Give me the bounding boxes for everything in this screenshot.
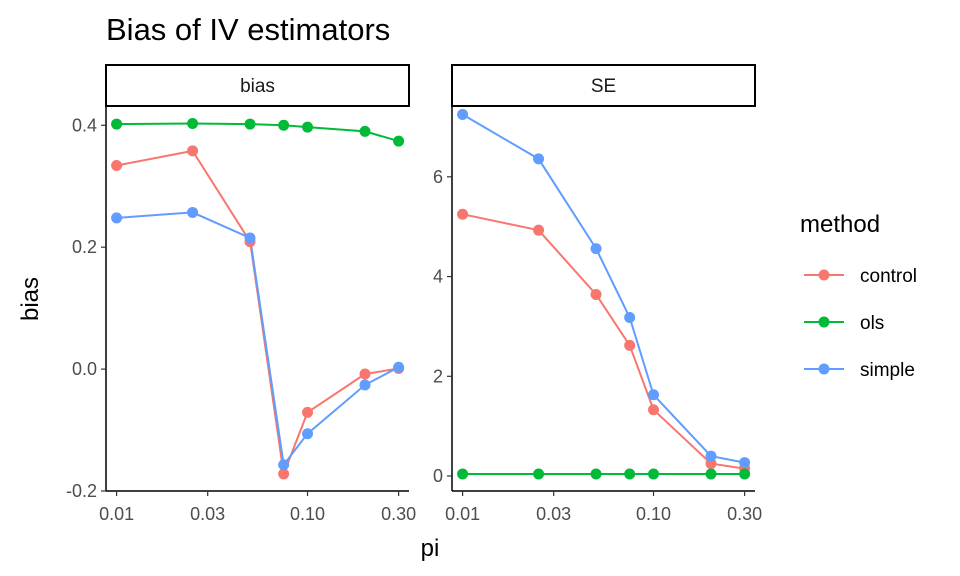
legend-items: control ols simple — [804, 266, 917, 381]
point-simple-se — [739, 457, 751, 469]
strip-bias-box — [105, 64, 410, 107]
legend-point-control — [818, 269, 830, 281]
point-ols-se — [590, 468, 602, 480]
point-simple-se — [533, 153, 545, 165]
series-line-simple-se — [462, 113, 745, 464]
point-ols-se — [457, 468, 469, 480]
point-simple-bias — [302, 428, 314, 440]
legend-label-ols: ols — [860, 313, 884, 334]
legend: method control ols simple — [800, 211, 917, 381]
y-tick-label: 0 — [433, 466, 443, 486]
marks-bias — [111, 117, 405, 480]
x-ticks-bias: 0.01 0.03 0.10 0.30 — [99, 491, 416, 524]
point-ols-bias — [244, 118, 256, 130]
marks-se — [457, 108, 751, 480]
point-ols-se — [739, 468, 751, 480]
point-simple-bias — [111, 212, 123, 224]
point-simple-se — [705, 450, 717, 462]
point-simple-se — [648, 389, 660, 401]
legend-label-simple: simple — [860, 360, 915, 381]
y-ticks-bias: -0.2 0.0 0.2 0.4 — [66, 115, 106, 501]
point-control-bias — [187, 145, 199, 157]
point-ols-bias — [359, 125, 371, 137]
point-simple-se — [624, 311, 636, 323]
x-tick-label: 0.10 — [290, 504, 325, 524]
series-line-ols-bias — [116, 122, 399, 143]
x-tick-label: 0.10 — [636, 504, 671, 524]
point-control-se — [590, 289, 602, 301]
point-ols-bias — [111, 118, 123, 130]
x-tick-label: 0.30 — [381, 504, 416, 524]
y-tick-label: 2 — [433, 366, 443, 386]
point-ols-bias — [278, 119, 290, 131]
series-line-control-se — [462, 213, 745, 470]
x-ticks-se: 0.01 0.03 0.10 0.30 — [445, 491, 762, 524]
point-control-bias — [278, 468, 290, 480]
point-ols-bias — [187, 117, 199, 129]
point-ols-bias — [302, 121, 314, 133]
y-tick-label: 4 — [433, 267, 443, 287]
x-tick-label: 0.01 — [99, 504, 134, 524]
point-simple-se — [590, 243, 602, 255]
legend-label-control: control — [860, 266, 917, 287]
point-simple-bias — [187, 206, 199, 218]
y-axis-title: bias — [17, 277, 44, 321]
point-control-se — [624, 339, 636, 351]
point-control-se — [533, 224, 545, 236]
point-ols-se — [705, 468, 717, 480]
y-tick-label: 0.0 — [72, 359, 97, 379]
x-tick-label: 0.01 — [445, 504, 480, 524]
x-tick-label: 0.30 — [727, 504, 762, 524]
point-ols-bias — [393, 135, 405, 147]
x-tick-label: 0.03 — [190, 504, 225, 524]
y-tick-label: 0.4 — [72, 115, 97, 135]
legend-point-simple — [818, 363, 830, 375]
chart-title: Bias of IV estimators — [106, 12, 390, 47]
point-simple-bias — [244, 232, 256, 244]
point-simple-bias — [359, 379, 371, 391]
strip-bias-label: bias — [240, 76, 275, 97]
y-tick-label: 6 — [433, 167, 443, 187]
point-simple-bias — [278, 459, 290, 471]
y-ticks-se: 0 2 4 6 — [433, 167, 452, 486]
series-line-control-bias — [116, 149, 399, 478]
point-control-bias — [359, 368, 371, 380]
strip-se-box — [451, 64, 756, 107]
point-simple-bias — [393, 361, 405, 373]
point-control-se — [648, 404, 660, 416]
point-control-se — [457, 208, 469, 220]
y-tick-label: -0.2 — [66, 481, 97, 501]
strip-se-label: SE — [591, 76, 616, 97]
series-line-simple-bias — [116, 211, 400, 468]
legend-title: method — [800, 211, 880, 238]
point-simple-se — [457, 108, 469, 120]
point-control-bias — [111, 160, 123, 172]
point-ols-se — [533, 468, 545, 480]
y-tick-label: 0.2 — [72, 237, 97, 257]
point-control-bias — [302, 406, 314, 418]
legend-point-ols — [818, 316, 830, 328]
x-axis-title: pi — [421, 535, 440, 562]
point-ols-se — [624, 468, 636, 480]
point-ols-se — [648, 468, 660, 480]
x-tick-label: 0.03 — [536, 504, 571, 524]
panel-se: SE 0 2 4 6 0.01 0.03 0.10 0.30 — [433, 64, 762, 524]
panel-bias: bias -0.2 0.0 0.2 0.4 0.01 0.03 0.10 0.30 — [66, 64, 416, 524]
